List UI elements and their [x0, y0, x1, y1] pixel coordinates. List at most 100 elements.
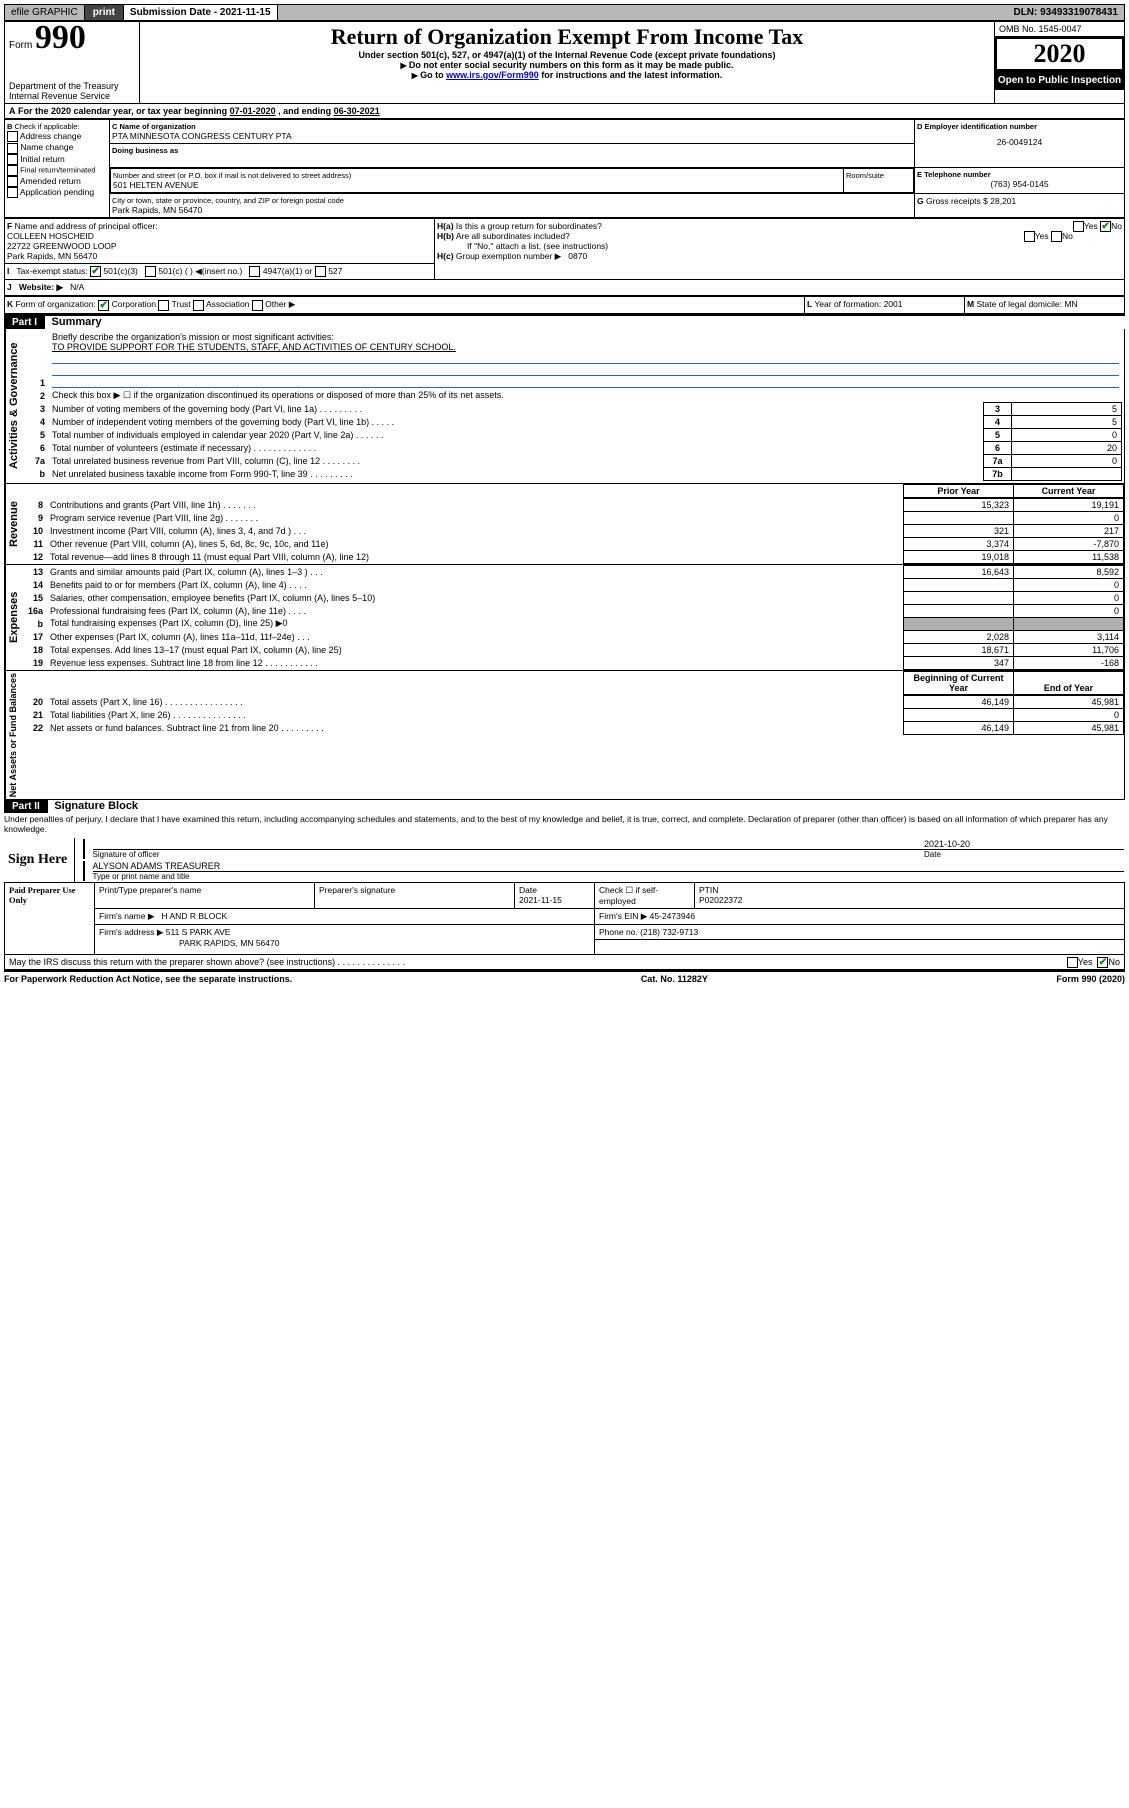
section-b-label: B Check if applicable:: [7, 122, 107, 131]
gov-line-4: 4Number of independent voting members of…: [27, 415, 1122, 428]
col-current-year: Current Year: [1014, 484, 1124, 497]
org-name-label: C Name of organization: [112, 122, 912, 131]
ein-label: D Employer identification number: [917, 122, 1122, 131]
dln-label: DLN: 93493319078431: [1007, 5, 1124, 20]
gov-line-3: 3Number of voting members of the governi…: [27, 402, 1122, 415]
form-number: 990: [35, 19, 86, 56]
phone-label: E Telephone number: [917, 170, 1122, 179]
discontinued-check[interactable]: Check this box ▶ ☐ if the organization d…: [49, 389, 1122, 402]
officer-name: COLLEEN HOSCHEID: [7, 231, 94, 241]
state-domicile: MN: [1064, 299, 1077, 309]
corp-checked: ✔: [98, 300, 109, 311]
expenses-section: Expenses 13Grants and similar amounts pa…: [4, 565, 1125, 671]
dept-irs: Internal Revenue Service: [9, 91, 135, 101]
footer-left: For Paperwork Reduction Act Notice, see …: [4, 974, 292, 984]
cb-amended-return[interactable]: Amended return: [7, 176, 107, 187]
firm-name: H AND R BLOCK: [161, 911, 227, 921]
cb-initial-return[interactable]: Initial return: [7, 154, 107, 165]
page-footer: For Paperwork Reduction Act Notice, see …: [4, 970, 1125, 984]
gov-line-b: bNet unrelated business taxable income f…: [27, 467, 1122, 480]
penalty-declaration: Under penalties of perjury, I declare th…: [4, 813, 1125, 838]
line-9: 9Program service revenue (Part VIII, lin…: [25, 511, 1124, 524]
street-address: 501 HELTEN AVENUE: [113, 180, 841, 190]
footer-right: Form 990 (2020): [1056, 974, 1125, 984]
paid-preparer-label: Paid Preparer Use Only: [5, 882, 95, 954]
print-button[interactable]: print: [85, 5, 124, 20]
h-c: H(c) Group exemption number ▶ 0870: [437, 251, 1122, 262]
room-label: Room/suite: [846, 171, 911, 180]
ptin-value: P02022372: [699, 895, 743, 905]
entity-info-block: B Check if applicable: Address change Na…: [4, 119, 1125, 218]
h-a: H(a) Is this a group return for subordin…: [437, 221, 1122, 231]
firm-phone: (218) 732-9713: [640, 927, 698, 937]
form-org-block: K Form of organization: ✔ Corporation Tr…: [4, 296, 1125, 313]
mission-text: TO PROVIDE SUPPORT FOR THE STUDENTS, STA…: [52, 342, 456, 352]
line-13: 13Grants and similar amounts paid (Part …: [25, 565, 1124, 578]
open-inspection: Open to Public Inspection: [995, 71, 1124, 90]
discuss-no-checked: ✔: [1097, 957, 1108, 968]
dba-label: Doing business as: [112, 146, 912, 155]
sig-date: 2021-10-20: [924, 839, 1124, 849]
cb-name-change[interactable]: Name change: [7, 142, 107, 153]
line-15: 15Salaries, other compensation, employee…: [25, 591, 1124, 604]
self-employed-check[interactable]: Check ☐ if self-employed: [595, 882, 695, 908]
cb-address-change[interactable]: Address change: [7, 131, 107, 142]
dept-treasury: Department of the Treasury: [9, 81, 135, 91]
governance-section: Activities & Governance 1 Briefly descri…: [4, 329, 1125, 484]
line-21: 21Total liabilities (Part X, line 26) . …: [25, 708, 1124, 721]
org-name: PTA MINNESOTA CONGRESS CENTURY PTA: [112, 131, 912, 141]
phone-value: (763) 954-0145: [917, 179, 1122, 189]
footer-mid: Cat. No. 11282Y: [641, 974, 708, 984]
cb-final-return[interactable]: Final return/terminated: [7, 165, 107, 176]
line-19: 19Revenue less expenses. Subtract line 1…: [25, 656, 1124, 669]
part1-header: Part I Summary: [4, 314, 1125, 329]
submission-date: Submission Date - 2021-11-15: [124, 5, 278, 20]
city-label: City or town, state or province, country…: [112, 196, 912, 205]
efile-label: efile GRAPHIC: [5, 5, 85, 20]
form-header: Form 990 Department of the Treasury Inte…: [4, 21, 1125, 104]
gross-receipts: 28,201: [990, 196, 1016, 206]
irs-link[interactable]: www.irs.gov/Form990: [446, 70, 539, 80]
paid-preparer-block: Paid Preparer Use Only Print/Type prepar…: [4, 882, 1125, 955]
omb-number: OMB No. 1545-0047: [995, 22, 1124, 37]
signature-block: Sign Here 2021-10-20 Signature of office…: [4, 838, 1125, 882]
line-12: 12Total revenue—add lines 8 through 11 (…: [25, 550, 1124, 563]
sig-officer-label: Signature of officer: [93, 850, 925, 859]
line-b: bTotal fundraising expenses (Part IX, co…: [25, 617, 1124, 630]
line-16a: 16aProfessional fundraising fees (Part I…: [25, 604, 1124, 617]
officer-print-name: ALYSON ADAMS TREASURER: [93, 861, 1125, 872]
line-17: 17Other expenses (Part IX, column (A), l…: [25, 630, 1124, 643]
line-11: 11Other revenue (Part VIII, column (A), …: [25, 537, 1124, 550]
501c3-checked: ✔: [90, 266, 101, 277]
col-prior-year: Prior Year: [904, 484, 1014, 497]
gov-line-6: 6Total number of volunteers (estimate if…: [27, 441, 1122, 454]
line-8: 8Contributions and grants (Part VIII, li…: [25, 498, 1124, 511]
spacer: [278, 11, 1008, 15]
side-expenses: Expenses: [5, 565, 25, 670]
side-revenue: Revenue: [5, 484, 25, 564]
line-20: 20Total assets (Part X, line 16) . . . .…: [25, 695, 1124, 708]
side-net-assets: Net Assets or Fund Balances: [5, 671, 25, 799]
ssn-note: Do not enter social security numbers on …: [144, 60, 990, 70]
sign-here-label: Sign Here: [4, 838, 74, 882]
year-formation: 2001: [884, 299, 903, 309]
city-value: Park Rapids, MN 56470: [112, 205, 912, 215]
line-10: 10Investment income (Part VIII, column (…: [25, 524, 1124, 537]
form-label: Form 990: [9, 24, 135, 51]
tax-year: 2020: [995, 37, 1124, 71]
gov-line-5: 5Total number of individuals employed in…: [27, 428, 1122, 441]
instructions-note: Go to www.irs.gov/Form990 for instructio…: [144, 70, 990, 80]
tax-year-line: A For the 2020 calendar year, or tax yea…: [4, 104, 1125, 119]
street-label: Number and street (or P.O. box if mail i…: [113, 171, 841, 180]
net-assets-section: Net Assets or Fund Balances Beginning of…: [4, 671, 1125, 800]
side-governance: Activities & Governance: [5, 329, 25, 483]
cb-application-pending[interactable]: Application pending: [7, 187, 107, 198]
line-22: 22Net assets or fund balances. Subtract …: [25, 721, 1124, 734]
discuss-row: May the IRS discuss this return with the…: [4, 955, 1125, 970]
firm-addr1: 511 S PARK AVE: [166, 927, 231, 937]
col-end-year: End of Year: [1014, 671, 1124, 694]
website: N/A: [70, 282, 84, 292]
h-b-note: If "No," attach a list. (see instruction…: [437, 241, 1122, 251]
officer-addr2: Park Rapids, MN 56470: [7, 251, 97, 261]
ha-no-checked: ✔: [1100, 221, 1111, 232]
